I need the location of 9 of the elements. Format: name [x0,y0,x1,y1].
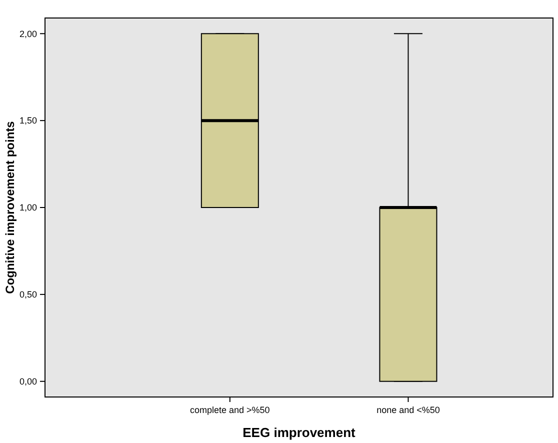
x-tick-label: none and <%50 [376,405,440,415]
x-axis-title: EEG improvement [242,425,356,440]
y-axis-title: Cognitive improvement points [3,120,18,294]
y-tick-label: 1,00 [19,202,37,213]
y-tick-label: 0,00 [19,376,37,387]
x-tick-label: complete and >%50 [190,405,270,415]
y-tick-label: 2,00 [19,28,37,39]
y-tick-label: 1,50 [19,116,37,126]
y-tick-label: 0,50 [19,290,37,300]
